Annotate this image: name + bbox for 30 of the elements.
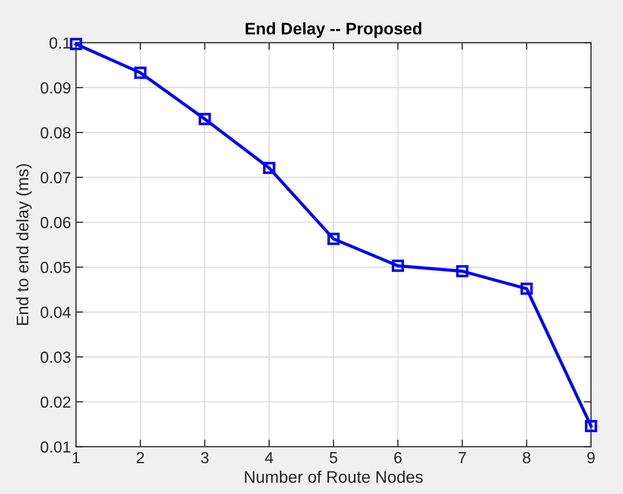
x-tick-label: 3 — [200, 452, 208, 464]
x-axis-title: Number of Route Nodes — [245, 470, 423, 483]
y-tick-label: 0.08 — [40, 127, 70, 138]
y-tick-label: 0.03 — [40, 352, 70, 363]
y-tick-label: 0.07 — [40, 172, 70, 184]
point — [584, 420, 598, 432]
point — [520, 282, 533, 295]
point — [263, 162, 276, 174]
x-tick-label: 2 — [136, 452, 144, 464]
point — [392, 260, 404, 272]
x-tick-label: 6 — [394, 452, 402, 464]
point — [327, 232, 340, 245]
y-tick-label: 0.1 — [50, 37, 70, 49]
y-tick-label: 0.02 — [40, 396, 70, 408]
x-tick-label: 4 — [265, 452, 274, 464]
point — [456, 265, 468, 278]
y-tick-label: 0.04 — [40, 306, 71, 318]
point — [198, 112, 211, 126]
y-tick-label: 0.05 — [40, 262, 70, 274]
y-tick-label: 0.06 — [40, 216, 70, 228]
x-tick-label: 5 — [330, 452, 338, 464]
point — [134, 66, 146, 79]
x-tick-label: 9 — [587, 452, 595, 464]
y-tick-label: 0.01 — [40, 441, 70, 453]
x-tick-label: 8 — [522, 452, 530, 464]
y-tick-label: 0.09 — [40, 82, 70, 94]
x-tick-label: 7 — [458, 452, 466, 464]
chart-title: End Delay -- Proposed — [246, 22, 422, 38]
y-axis-title: End to end delay (ms) — [16, 164, 32, 325]
x-tick-label: 1 — [72, 452, 80, 464]
